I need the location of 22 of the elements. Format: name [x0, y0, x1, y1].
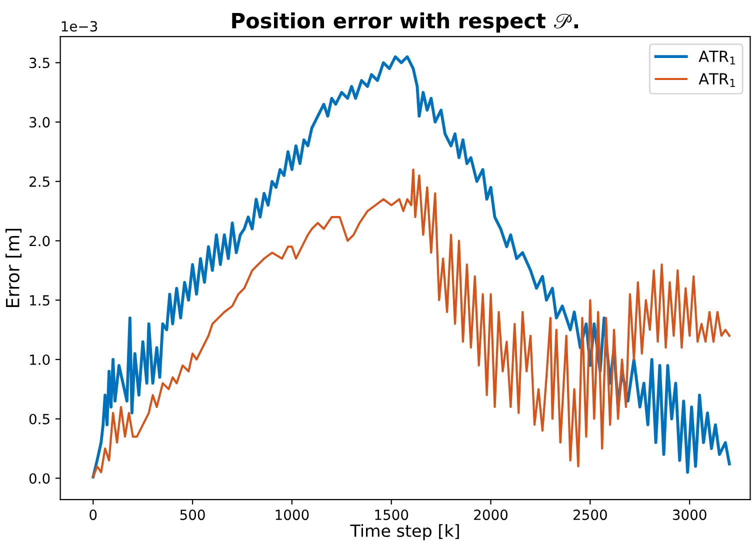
x-tick-label: 2000	[474, 510, 508, 520]
x-axis-title: Time step [k]	[350, 524, 459, 540]
y-tick-label: 2.0	[30, 236, 50, 246]
x-tick-label: 3000	[672, 510, 706, 520]
y-tick-label: 3.0	[30, 117, 50, 128]
x-tick-label: 1500	[375, 510, 408, 520]
y-tick-label: 3.5	[30, 58, 50, 68]
y-axis-title: Error [m]	[5, 228, 22, 308]
y-tick-label: 2.5	[30, 176, 50, 187]
x-tick-label: 500	[180, 510, 205, 520]
text: 1e−3	[62, 21, 98, 32]
y-tick-label: 1.5	[30, 295, 50, 306]
legend-label: ATR$_{1}$	[698, 50, 735, 64]
x-tick-label: 1000	[276, 510, 309, 520]
y-tick-label: 1.0	[30, 354, 50, 365]
legend-label: ATR$_{1}$	[698, 73, 735, 87]
line-series	[92, 168, 730, 478]
x-tick-label: 0	[90, 510, 97, 520]
chart-title: Position error with respect 𝒫.	[232, 12, 578, 33]
x-tick-label: 2500	[574, 510, 607, 520]
y-tick-label: 0.5	[29, 414, 50, 424]
y-tick-label: 0.0	[29, 473, 50, 484]
